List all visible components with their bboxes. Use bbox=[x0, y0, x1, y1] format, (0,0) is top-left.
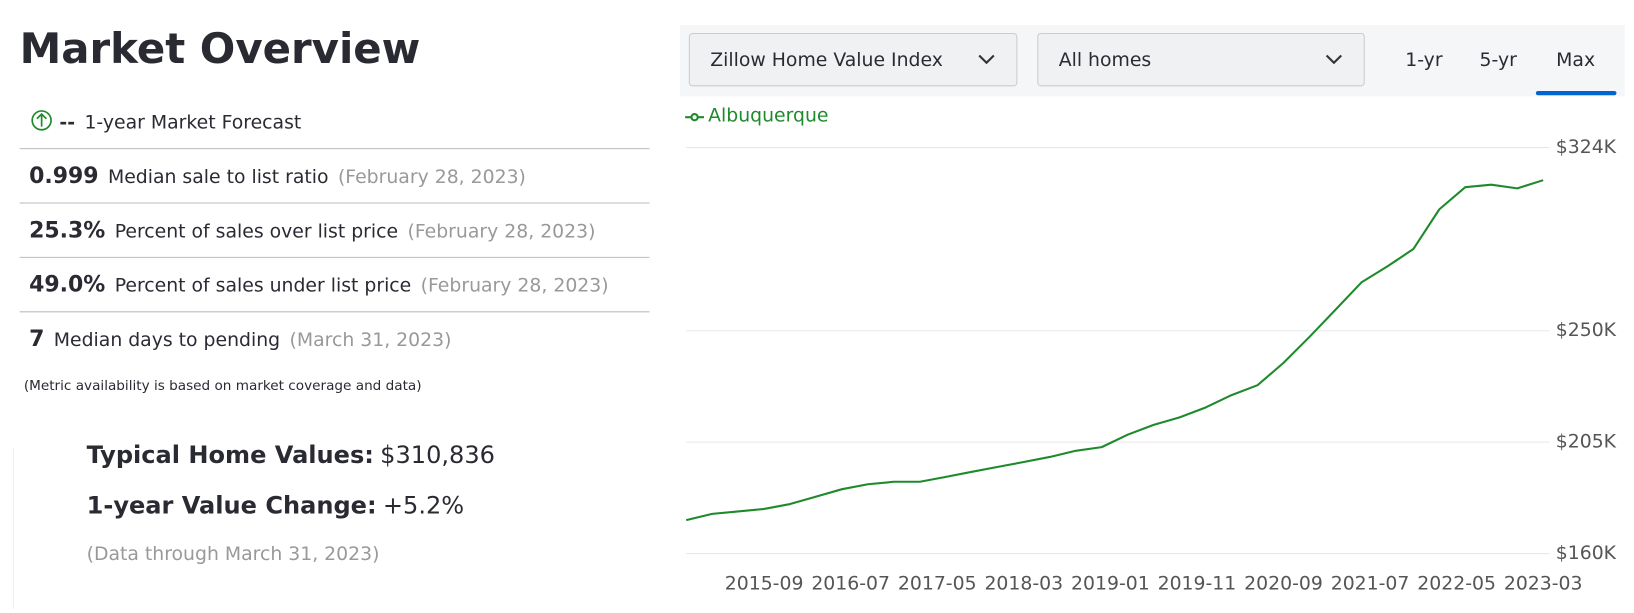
x-tick-label: 2019-11 bbox=[1158, 573, 1237, 594]
x-tick-label: 2015-09 bbox=[725, 573, 804, 594]
metric-date: (February 28, 2023) bbox=[408, 221, 596, 242]
data-through: (Data through March 31, 2023) bbox=[87, 544, 380, 565]
metric: 7 Median days to pending (March 31, 2023) bbox=[29, 327, 451, 352]
metric-label: Median days to pending bbox=[54, 330, 280, 351]
x-tick-label: 2020-09 bbox=[1244, 573, 1323, 594]
metric-date: (March 31, 2023) bbox=[290, 330, 452, 351]
chevron bbox=[1325, 54, 1342, 65]
y-tick-label: $160K bbox=[1556, 543, 1617, 564]
note: (Metric availability is based on market … bbox=[24, 378, 422, 394]
page-title: Market Overview bbox=[20, 24, 421, 73]
value-change-label: 1-year Value Change: bbox=[87, 491, 377, 519]
index-select-text: Zillow Home Value Index bbox=[710, 50, 943, 71]
forecast-arrow bbox=[36, 112, 47, 127]
metric-date: (February 28, 2023) bbox=[338, 166, 526, 187]
forecast-value: -- bbox=[59, 112, 75, 133]
metric: 49.0% Percent of sales under list price (F… bbox=[29, 273, 609, 298]
value-change-value: +5.2% bbox=[383, 491, 464, 519]
home-type-select[interactable] bbox=[1037, 32, 1365, 87]
metric: 0.999 Median sale to list ratio (February … bbox=[29, 164, 526, 189]
x-tick-label: 2017-05 bbox=[898, 573, 977, 594]
metric-label: Percent of sales under list price bbox=[115, 275, 412, 296]
chevron bbox=[978, 54, 995, 65]
value-change: 1-year Value Change: +5.2% bbox=[87, 491, 465, 519]
home-values-label: Typical Home Values: bbox=[87, 441, 374, 469]
tabs: 1-yr 5-yr Max bbox=[1405, 50, 1617, 96]
forecast-icon bbox=[31, 110, 52, 131]
y-tick-label: $250K bbox=[1556, 320, 1617, 341]
range-tab[interactable]: Max bbox=[1556, 50, 1595, 71]
x-tick-label: 2016-07 bbox=[811, 573, 890, 594]
active-tab-indicator bbox=[1535, 91, 1617, 96]
metric-date: (February 28, 2023) bbox=[421, 275, 609, 296]
metric-value: 0.999 bbox=[29, 164, 99, 189]
range-tab[interactable]: 1-yr bbox=[1405, 50, 1443, 71]
metrics-list: 0.999 Median sale to list ratio (February … bbox=[19, 148, 650, 352]
line-series bbox=[685, 179, 1544, 522]
x-tick-label: 2019-01 bbox=[1071, 573, 1150, 594]
legend-label: Albuquerque bbox=[708, 106, 828, 127]
range-tab[interactable]: 5-yr bbox=[1480, 50, 1518, 71]
x-tick-label: 2022-05 bbox=[1417, 573, 1496, 594]
x-tick-label: 2018-03 bbox=[984, 573, 1063, 594]
metric: 25.3% Percent of sales over list price (Fe… bbox=[29, 218, 595, 243]
chart: $160K $205K $250K $324K 2015-09 2016-07 2017-0… bbox=[685, 106, 1617, 594]
y-tick-label: $324K bbox=[1556, 137, 1617, 158]
home-values: Typical Home Values: $310,836 bbox=[87, 441, 495, 469]
home-type-select-text: All homes bbox=[1059, 50, 1152, 71]
x-tick-label: 2023-03 bbox=[1504, 573, 1583, 594]
index-select[interactable] bbox=[688, 32, 1018, 87]
metric-value: 25.3% bbox=[29, 218, 105, 243]
metric-value: 7 bbox=[29, 327, 44, 352]
metric-label: Median sale to list ratio bbox=[108, 166, 329, 187]
y-tick-label: $205K bbox=[1556, 432, 1617, 453]
forecast: -- 1-year Market Forecast bbox=[59, 112, 301, 133]
x-tick-label: 2021-07 bbox=[1331, 573, 1410, 594]
legend-marker bbox=[690, 113, 699, 122]
forecast-label: 1-year Market Forecast bbox=[84, 112, 301, 133]
home-values-value: $310,836 bbox=[380, 441, 495, 469]
metric-value: 49.0% bbox=[29, 273, 105, 298]
metric-label: Percent of sales over list price bbox=[115, 221, 398, 242]
